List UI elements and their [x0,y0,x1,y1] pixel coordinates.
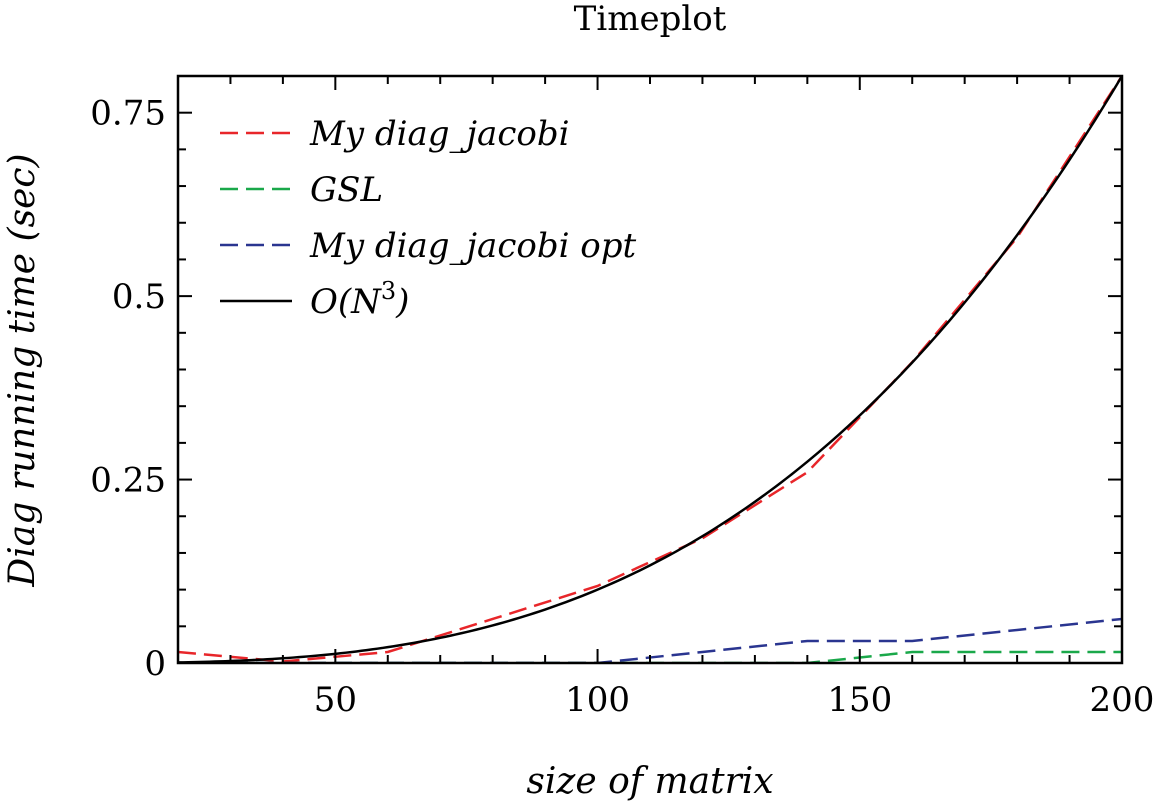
y-tick-label-0.5: 0.5 [112,277,166,317]
series-line-3 [178,76,1122,663]
legend-label-2: My diag_jacobi opt [309,226,637,266]
chart-title: Timeplot [574,0,727,39]
x-tick-label-150: 150 [827,680,892,720]
legend-label-1: GSL [310,170,383,210]
plot-frame [176,74,1124,665]
x-tick-label-50: 50 [314,680,357,720]
y-axis-ticks: 0 0.25 0.5 0.75 [90,94,1122,684]
x-axis-label: size of matrix [526,761,773,802]
x-tick-label-200: 200 [1090,680,1154,720]
y-tick-label-0.25: 0.25 [90,461,166,501]
x-axis-ticks: 50 100 150 200 [229,76,1154,720]
series-layer [178,76,1122,663]
y-axis-label: Diag running time (sec) [2,153,43,587]
legend-label-0: My diag_jacobi [309,114,569,154]
series-line-0 [178,76,1122,663]
y-tick-label-0: 0 [144,644,166,684]
legend-label-3: O(N3) [310,277,409,322]
legend: My diag_jacobi GSL My diag_jacobi opt O(N3) [220,114,637,322]
series-line-1 [178,650,1122,663]
y-tick-label-0.75: 0.75 [90,94,166,134]
x-tick-label-100: 100 [565,680,630,720]
